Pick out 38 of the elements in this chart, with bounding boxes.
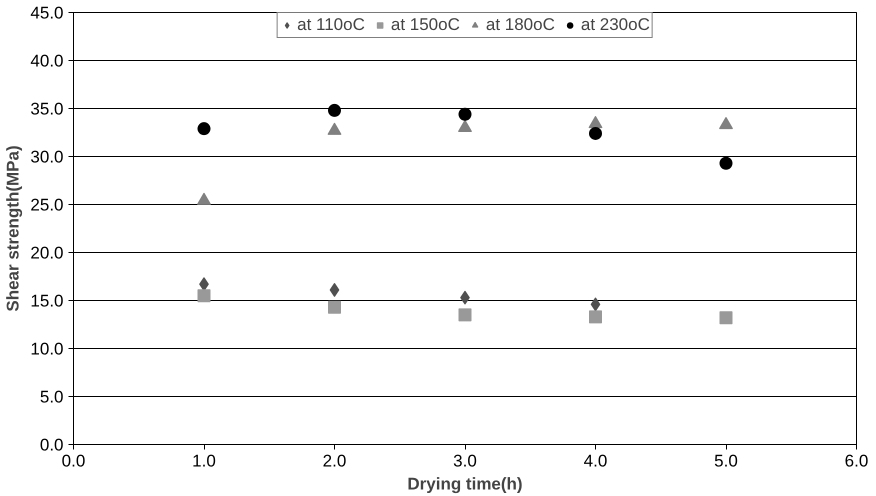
legend-label: at 110oC <box>297 15 365 35</box>
legend-label: at 230oC <box>580 15 650 35</box>
point <box>458 308 472 322</box>
point <box>328 104 341 117</box>
point <box>589 126 602 140</box>
y-tick-label: 20.0 <box>30 244 64 262</box>
point <box>719 116 733 130</box>
point <box>197 192 211 205</box>
y-tick-label: 35.0 <box>30 100 64 118</box>
x-axis-title: Drying time(h) <box>407 474 523 494</box>
point <box>588 116 602 128</box>
point <box>328 300 341 314</box>
x-tick-label: 5.0 <box>714 452 738 470</box>
legend-label: at 150oC <box>390 15 460 35</box>
x-tick-label: 6.0 <box>844 452 868 470</box>
y-tick-label: 5.0 <box>40 388 64 406</box>
point <box>198 289 210 302</box>
point <box>328 122 342 135</box>
point <box>198 122 210 136</box>
y-tick-label: 10.0 <box>30 340 64 358</box>
y-tick-label: 40.0 <box>30 52 64 70</box>
y-tick-label: 45.0 <box>30 4 64 22</box>
legend-label: at 180oC <box>486 15 555 35</box>
x-tick-label: 1.0 <box>192 452 216 470</box>
y-tick-label: 30.0 <box>30 148 64 166</box>
x-tick-label: 0.0 <box>62 452 86 470</box>
y-axis-title: Shear strength(MPa) <box>3 145 22 312</box>
point <box>589 310 602 324</box>
point <box>458 120 472 132</box>
point <box>720 311 732 324</box>
x-tick-label: 4.0 <box>584 452 608 470</box>
point <box>720 156 732 170</box>
y-tick-label: 25.0 <box>30 196 64 214</box>
point <box>458 108 472 121</box>
y-tick-label: 15.0 <box>30 292 64 310</box>
y-tick-label: 0.0 <box>40 436 64 454</box>
x-tick-label: 2.0 <box>322 452 346 470</box>
x-tick-label: 3.0 <box>453 452 477 470</box>
